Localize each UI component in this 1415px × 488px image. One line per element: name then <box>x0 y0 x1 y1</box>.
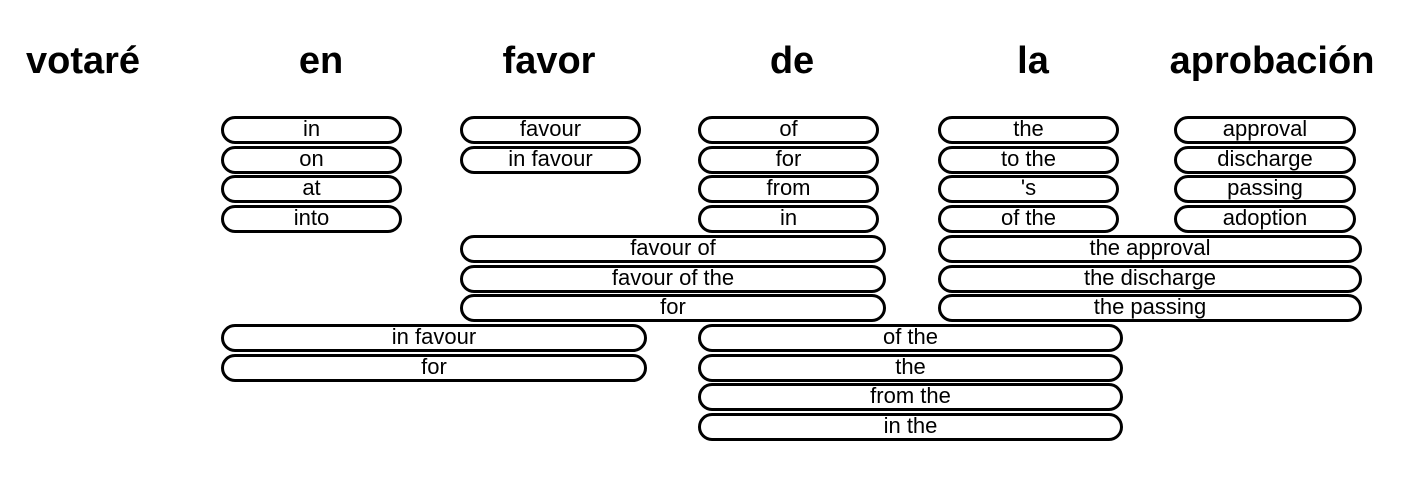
translation-option: the passing <box>938 294 1362 322</box>
translation-option: approval <box>1174 116 1356 144</box>
source-word: en <box>298 40 344 82</box>
translation-option: of the <box>698 324 1123 352</box>
translation-option: 's <box>938 175 1119 203</box>
translation-option: discharge <box>1174 146 1356 174</box>
source-word: aprobación <box>1169 40 1375 82</box>
translation-option: in <box>698 205 879 233</box>
translation-option: the <box>938 116 1119 144</box>
translation-option: in favour <box>221 324 647 352</box>
source-word: de <box>769 40 815 82</box>
translation-option: for <box>221 354 647 382</box>
translation-option: for <box>460 294 886 322</box>
translation-option: of the <box>938 205 1119 233</box>
source-word: votaré <box>25 40 141 82</box>
source-word: la <box>1017 40 1049 82</box>
translation-option: the approval <box>938 235 1362 263</box>
translation-option: in <box>221 116 402 144</box>
translation-option: favour <box>460 116 641 144</box>
translation-option: the <box>698 354 1123 382</box>
translation-option: into <box>221 205 402 233</box>
translation-option: for <box>698 146 879 174</box>
translation-option: from <box>698 175 879 203</box>
translation-option: in favour <box>460 146 641 174</box>
translation-option: favour of <box>460 235 886 263</box>
translation-option: of <box>698 116 879 144</box>
translation-option: at <box>221 175 402 203</box>
source-word: favor <box>502 40 596 82</box>
translation-option: adoption <box>1174 205 1356 233</box>
translation-option: on <box>221 146 402 174</box>
translation-option: passing <box>1174 175 1356 203</box>
translation-option: from the <box>698 383 1123 411</box>
translation-option: the discharge <box>938 265 1362 293</box>
translation-option: in the <box>698 413 1123 441</box>
translation-option: favour of the <box>460 265 886 293</box>
translation-option: to the <box>938 146 1119 174</box>
